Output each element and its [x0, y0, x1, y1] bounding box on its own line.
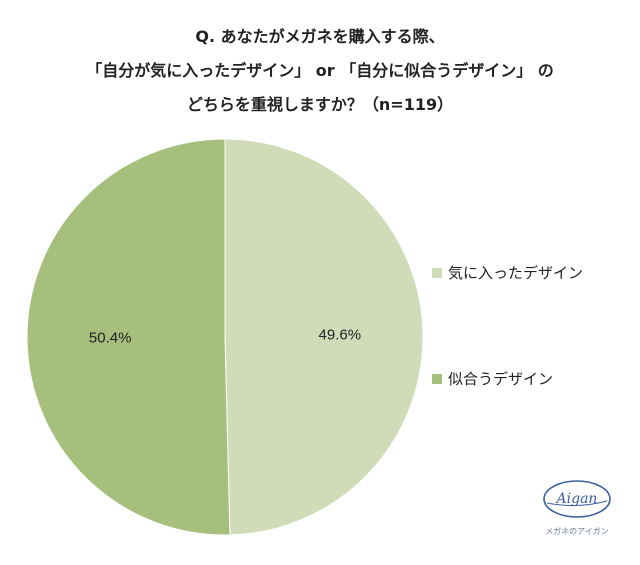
pie-slice-suitable-design	[26, 138, 231, 536]
pie-slice-favorite-design	[224, 138, 424, 536]
pie-labels: 49.6% 50.4%	[89, 327, 361, 347]
legend-label-suitable-design: 似合うデザイン	[448, 370, 554, 388]
pie-label-favorite-design: 49.6%	[319, 327, 362, 344]
pie-label-suitable-design: 50.4%	[89, 329, 132, 346]
title-line-1: Q. あなたがメガネを購入する際、	[195, 27, 445, 46]
legend-label-favorite-design: 気に入ったデザイン	[448, 264, 584, 282]
legend-item-favorite-design: 気に入ったデザイン	[432, 262, 583, 283]
title-line-3: どちらを重視しますか？（n=119）	[186, 95, 454, 114]
aigan-caption: メガネのアイガン	[545, 527, 609, 536]
aigan-logo: Aigan メガネのアイガン	[541, 478, 613, 537]
aigan-logo-mark: Aigan	[543, 480, 611, 518]
pie-slices	[26, 138, 424, 536]
chart-title: Q. あなたがメガネを購入する際、 「自分が気に入ったデザイン」 or 「自分に…	[0, 20, 640, 122]
legend-swatch-favorite-design	[432, 267, 442, 278]
legend-item-suitable-design: 似合うデザイン	[432, 368, 553, 389]
legend-swatch-suitable-design	[432, 373, 442, 384]
aigan-wordmark: Aigan	[555, 491, 598, 507]
title-line-2: 「自分が気に入ったデザイン」 or 「自分に似合うデザイン」 の	[86, 61, 554, 80]
